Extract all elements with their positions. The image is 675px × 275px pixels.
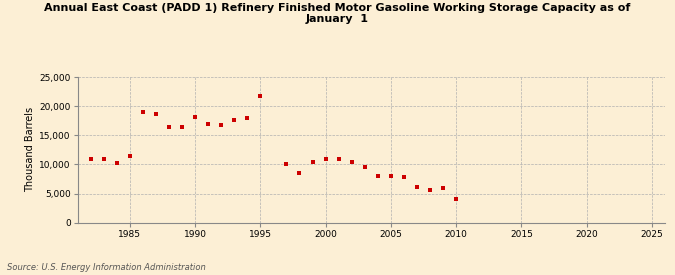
- Text: Source: U.S. Energy Information Administration: Source: U.S. Energy Information Administ…: [7, 263, 205, 272]
- Y-axis label: Thousand Barrels: Thousand Barrels: [25, 107, 35, 192]
- Point: [412, 185, 423, 189]
- Point: [307, 159, 318, 164]
- Point: [373, 174, 383, 178]
- Point: [111, 161, 122, 166]
- Text: Annual East Coast (PADD 1) Refinery Finished Motor Gasoline Working Storage Capa: Annual East Coast (PADD 1) Refinery Fini…: [45, 3, 630, 24]
- Point: [190, 114, 200, 119]
- Point: [99, 157, 109, 161]
- Point: [320, 157, 331, 161]
- Point: [398, 175, 409, 180]
- Point: [333, 157, 344, 161]
- Point: [385, 174, 396, 178]
- Point: [151, 112, 161, 117]
- Point: [138, 110, 148, 114]
- Point: [437, 186, 448, 190]
- Point: [124, 153, 135, 158]
- Point: [163, 125, 174, 129]
- Point: [229, 117, 240, 122]
- Point: [281, 162, 292, 167]
- Point: [346, 160, 357, 164]
- Point: [202, 122, 213, 127]
- Point: [177, 124, 188, 129]
- Point: [294, 170, 305, 175]
- Point: [359, 165, 370, 170]
- Point: [216, 123, 227, 128]
- Point: [255, 94, 266, 98]
- Point: [451, 197, 462, 202]
- Point: [242, 116, 252, 120]
- Point: [85, 157, 96, 161]
- Point: [425, 187, 435, 192]
